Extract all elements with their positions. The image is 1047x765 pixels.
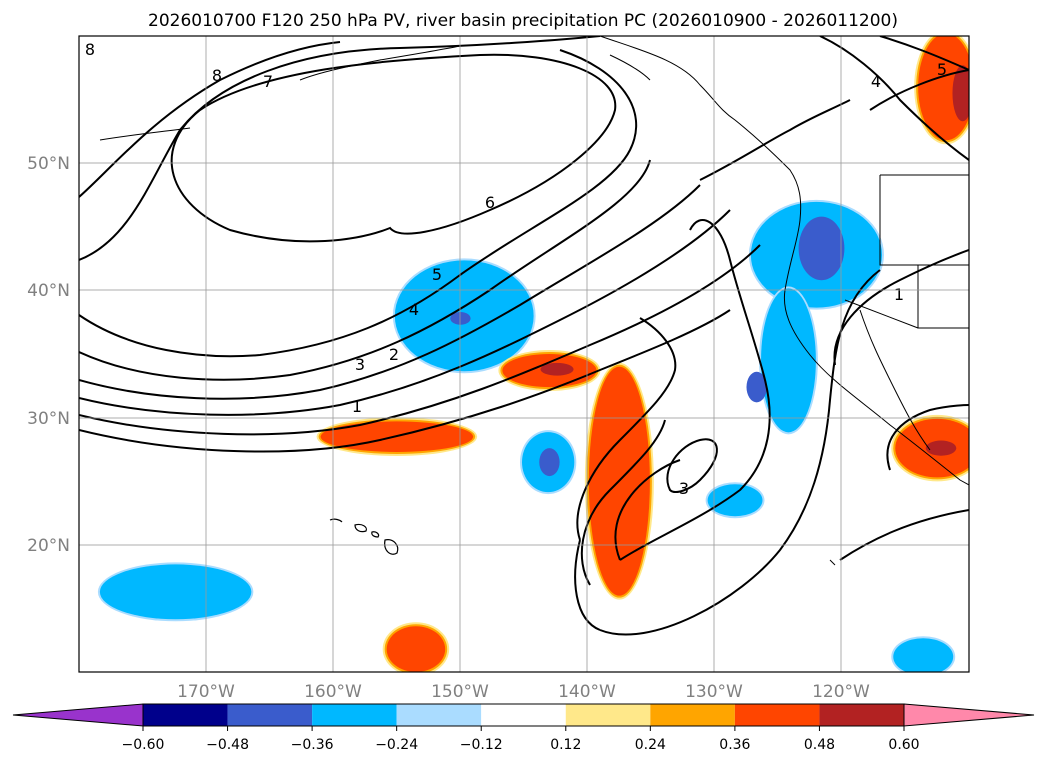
pc-region-hi-neg-core-3 bbox=[746, 371, 767, 403]
pv-contour-label: 6 bbox=[485, 193, 495, 212]
pc-region-hi-neg-3 bbox=[763, 290, 814, 431]
colorbar-segment bbox=[565, 704, 651, 726]
lon-tick-label: 120°W bbox=[812, 682, 870, 702]
map-area: 1 2 3 4 5 6 7 8 8 3 1 4 5 bbox=[79, 36, 969, 672]
pc-region-hi-neg-core-4 bbox=[539, 448, 560, 477]
lat-tick-label: 50°N bbox=[27, 154, 70, 174]
lon-tick-label: 150°W bbox=[431, 682, 489, 702]
pc-region-hi-pos-4 bbox=[386, 626, 446, 672]
colorbar-tick-label: −0.24 bbox=[375, 737, 418, 753]
colorbar-tick-label: −0.60 bbox=[122, 737, 165, 753]
lon-tick-label: 140°W bbox=[558, 682, 616, 702]
pv-contour-lines bbox=[79, 36, 969, 636]
chart-title: 2026010700 F120 250 hPa PV, river basin … bbox=[148, 11, 898, 31]
pv-contour-label: 3 bbox=[355, 355, 365, 374]
colorbar-segment bbox=[650, 704, 735, 726]
lon-tick-labels: 170°W 160°W 150°W 140°W 130°W 120°W bbox=[177, 682, 870, 702]
pc-region-hi-neg-6 bbox=[101, 566, 250, 618]
colorbar-frame bbox=[142, 703, 905, 727]
colorbar-segment bbox=[819, 704, 904, 726]
colorbar-tick-label: 0.24 bbox=[635, 737, 666, 753]
colorbar-segment bbox=[227, 704, 313, 726]
pv-contour-label: 4 bbox=[409, 300, 419, 319]
lon-tick-label: 170°W bbox=[177, 682, 235, 702]
map-frame bbox=[78, 35, 970, 673]
pc-region-hi-pos-core-6 bbox=[952, 65, 969, 122]
pv-contour-label: 5 bbox=[937, 60, 947, 79]
pv-contour-label: 5 bbox=[432, 265, 442, 284]
colorbar-under-extension bbox=[12, 703, 144, 727]
colorbar-tick-label: −0.12 bbox=[460, 737, 503, 753]
pv-contour-label: 7 bbox=[263, 72, 273, 91]
colorbar-tick-label: 0.36 bbox=[719, 737, 750, 753]
lat-tick-labels: 20°N 30°N 40°N 50°N bbox=[27, 154, 70, 556]
colorbar-segment bbox=[396, 704, 482, 726]
lat-tick-label: 30°N bbox=[27, 409, 70, 429]
pv-contour-label: 4 bbox=[871, 72, 881, 91]
lon-tick-label: 160°W bbox=[304, 682, 362, 702]
pc-anomaly-regions bbox=[97, 36, 969, 672]
colorbar-segment bbox=[734, 704, 820, 726]
colorbar-tick-label: 0.12 bbox=[550, 737, 581, 753]
pv-contour-label: 3 bbox=[679, 479, 689, 498]
colorbar-segment bbox=[143, 704, 228, 726]
pc-region-hi-neg-core-2 bbox=[798, 216, 845, 281]
pv-contour-label: 8 bbox=[212, 66, 222, 85]
colorbar-segment bbox=[312, 704, 397, 726]
pv-contour-label: 1 bbox=[352, 397, 362, 416]
lat-tick-label: 40°N bbox=[27, 281, 70, 301]
colorbar-tick-label: 0.48 bbox=[804, 737, 835, 753]
pv-contour-label: 2 bbox=[389, 345, 399, 364]
lon-tick-label: 130°W bbox=[685, 682, 743, 702]
colorbar-over-extension bbox=[903, 703, 1035, 727]
colorbar-tick-label: −0.48 bbox=[206, 737, 249, 753]
pv-contour-label: 1 bbox=[894, 285, 904, 304]
pc-region-hi-pos-core-1 bbox=[540, 362, 574, 376]
map-gridlines bbox=[79, 36, 969, 672]
colorbar-tick-label: 0.60 bbox=[888, 737, 919, 753]
colorbar-segment bbox=[481, 704, 566, 726]
pv-contour-labels: 1 2 3 4 5 6 7 8 8 3 1 4 5 bbox=[85, 40, 947, 498]
colorbar: −0.60 −0.48 −0.36 −0.24 −0.12 0.12 0.24 0.36 0.4… bbox=[12, 703, 1035, 753]
hawaii-islands bbox=[329, 518, 399, 555]
pc-region-hi-neg-7 bbox=[895, 640, 952, 672]
pc-region-hi-neg-5 bbox=[709, 486, 761, 515]
colorbar-tick-label: −0.36 bbox=[291, 737, 334, 753]
pv-contour-label: 8 bbox=[85, 40, 95, 59]
lat-tick-label: 20°N bbox=[27, 536, 70, 556]
pc-region-hi-pos-core-5 bbox=[925, 440, 957, 456]
